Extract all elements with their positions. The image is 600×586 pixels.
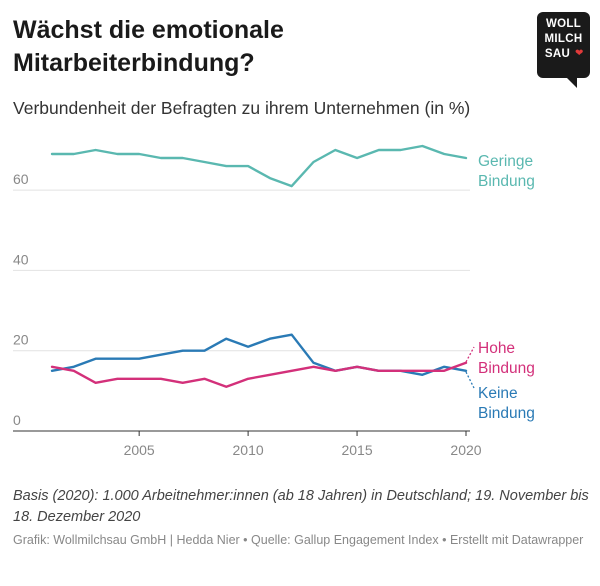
series-label: Bindung (478, 360, 535, 377)
x-tick-label: 2020 (450, 442, 481, 458)
logo-speech-tail (565, 76, 577, 88)
logo-line-2: MILCH (544, 33, 583, 45)
footnote: Basis (2020): 1.000 Arbeitnehmer:innen (… (13, 488, 589, 525)
series-line-keine-bindung (50, 333, 468, 376)
series-label: Bindung (478, 405, 535, 422)
series-line-hohe-bindung (50, 361, 468, 388)
y-tick-label: 60 (13, 171, 29, 187)
x-tick-label: 2015 (341, 442, 372, 458)
wollmilchsau-logo: WOLL MILCH SAU ❤ (537, 12, 590, 78)
x-tick-label: 2010 (233, 442, 264, 458)
x-tick-label: 2005 (124, 442, 155, 458)
chart-title: Wächst die emotionale Mitarbeiterbindung… (13, 16, 284, 77)
series-label: Keine (478, 385, 518, 402)
series-line-geringe-bindung (50, 144, 468, 188)
heart-icon: ❤ (575, 48, 584, 59)
series-label: Geringe (478, 153, 533, 170)
chart-subtitle: Verbundenheit der Befragten zu ihrem Unt… (13, 98, 471, 118)
y-tick-label: 0 (13, 412, 21, 428)
y-tick-label: 40 (13, 251, 29, 267)
series-label: Hohe (478, 340, 515, 357)
series-label: Bindung (478, 173, 535, 190)
logo-line-1: WOLL (545, 18, 582, 30)
label-leader-line (465, 346, 475, 363)
logo-line-3: SAU (544, 48, 571, 60)
y-tick-label: 20 (13, 332, 29, 348)
label-leader-line (465, 371, 475, 389)
credits: Grafik: Wollmilchsau GmbH | Hedda Nier •… (13, 533, 584, 547)
